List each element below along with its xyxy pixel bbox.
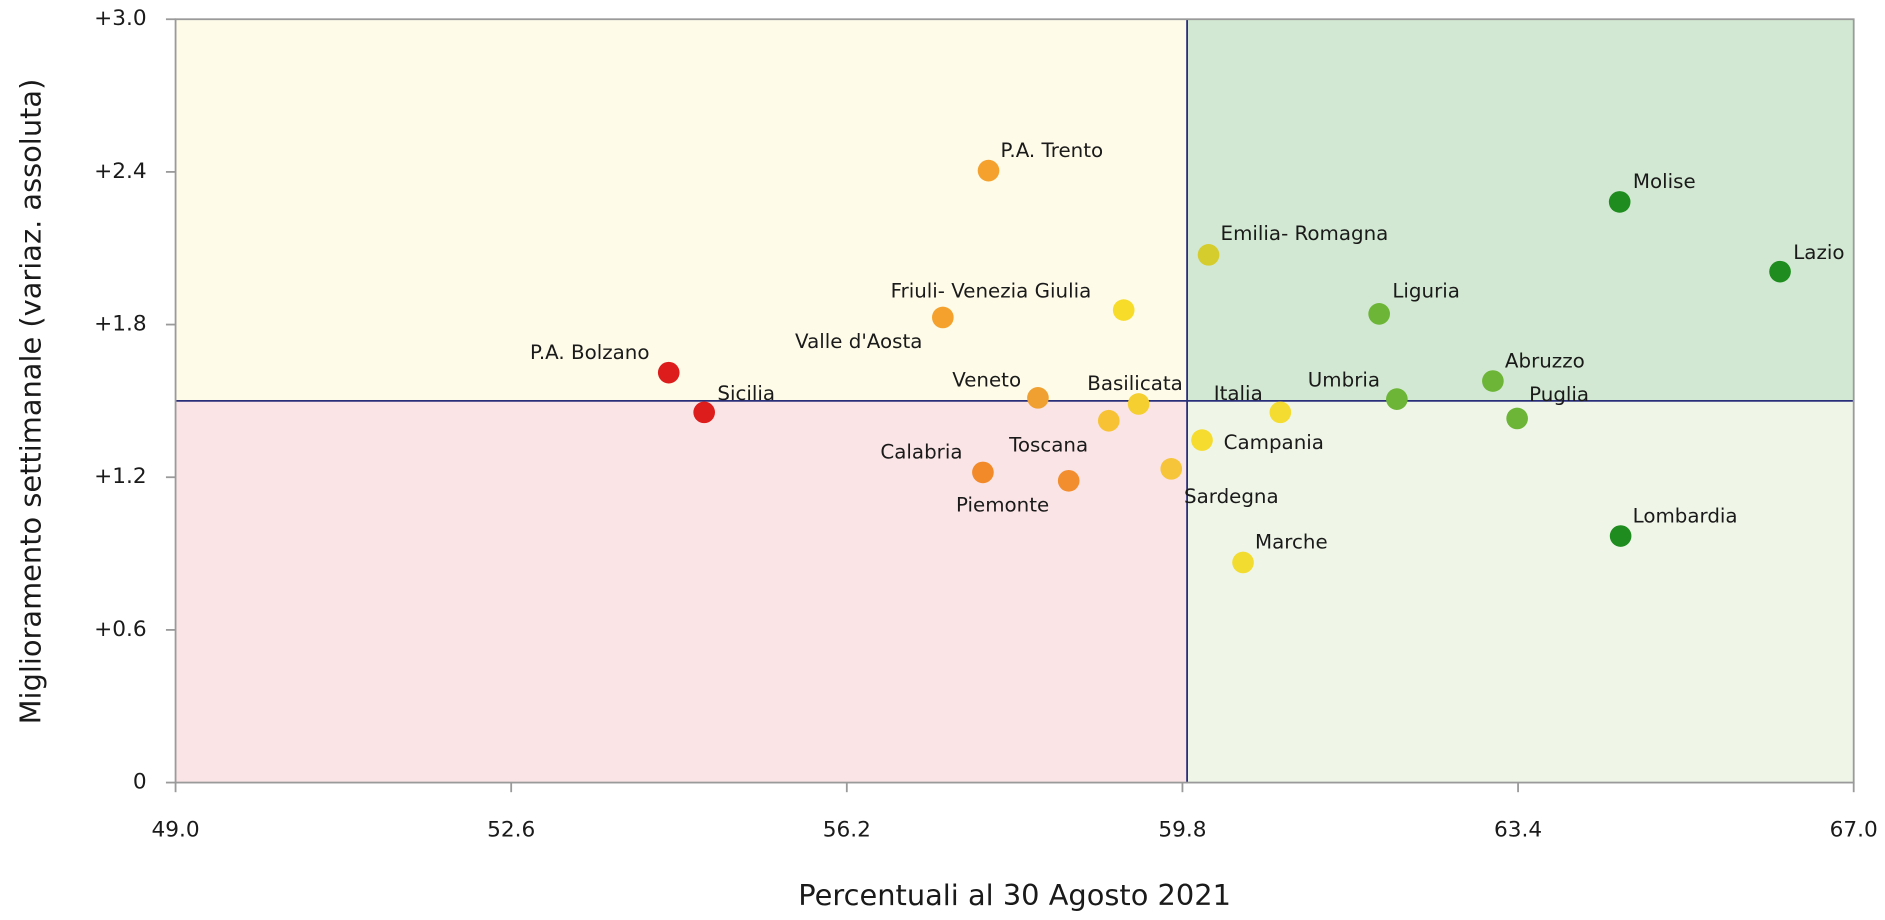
point <box>1127 393 1150 415</box>
point-label: Friuli- Venezia Giulia <box>891 280 1092 303</box>
point-label: Valle d'Aosta <box>795 330 922 353</box>
x-axis-title: Percentuali al 30 Agosto 2021 <box>798 878 1231 912</box>
point-label: Veneto <box>952 369 1021 392</box>
point <box>1609 525 1632 547</box>
point-label: P.A. Bolzano <box>530 341 650 364</box>
point <box>1769 260 1791 283</box>
point-label: Sicilia <box>717 382 775 405</box>
point <box>657 361 680 384</box>
x-tick-label: 56.2 <box>823 818 871 843</box>
y-tick-label: +1.8 <box>94 312 147 337</box>
y-tick-label: +3.0 <box>94 6 147 31</box>
y-tick-label: +1.2 <box>94 464 147 489</box>
point <box>1506 407 1528 430</box>
x-tick-label: 59.8 <box>1158 818 1206 843</box>
point-label: Liguria <box>1392 280 1460 303</box>
point-label: Molise <box>1633 170 1696 193</box>
plot-frame <box>174 18 1855 784</box>
point <box>1368 303 1390 325</box>
point-label: Lazio <box>1793 241 1844 264</box>
point-label: Campania <box>1224 431 1324 454</box>
point <box>972 461 994 484</box>
point <box>1197 244 1220 266</box>
point-label: Emilia- Romagna <box>1221 222 1389 245</box>
point-label: Toscana <box>1008 433 1088 456</box>
point <box>693 401 715 424</box>
point-label: Abruzzo <box>1505 349 1585 372</box>
point <box>1191 429 1213 451</box>
quadrant <box>175 19 1188 401</box>
quadrant <box>175 400 1188 783</box>
point-label: Marche <box>1255 531 1328 554</box>
x-tick-label: 63.4 <box>1494 818 1542 843</box>
point-label: Sardegna <box>1184 485 1279 508</box>
point-label: Calabria <box>880 441 962 464</box>
quadrant <box>1187 19 1854 401</box>
point <box>1386 388 1408 410</box>
point-label: P.A. Trento <box>1001 139 1104 162</box>
point-label: Umbria <box>1308 369 1380 392</box>
point-label: Italia <box>1214 382 1263 405</box>
y-tick-label: +2.4 <box>94 159 147 184</box>
point <box>1057 469 1080 492</box>
x-tick-label: 67.0 <box>1830 818 1878 843</box>
y-tick-label: +0.6 <box>94 617 147 642</box>
point-label: Basilicata <box>1087 372 1183 395</box>
point <box>1160 458 1183 480</box>
point-label: Puglia <box>1529 383 1589 406</box>
point <box>1027 387 1049 409</box>
point <box>1097 409 1120 432</box>
x-tick-label: 52.6 <box>487 818 535 843</box>
point <box>1112 299 1135 321</box>
point <box>1608 191 1631 213</box>
y-tick-label: 0 <box>133 770 147 795</box>
point <box>932 306 954 329</box>
point-label: Piemonte <box>956 494 1049 517</box>
point-label: Lombardia <box>1633 504 1738 527</box>
point <box>977 159 1000 182</box>
y-axis-title: Miglioramento settimanale (variaz. assol… <box>14 79 48 725</box>
x-tick-label: 49.0 <box>151 818 199 843</box>
point <box>1232 551 1254 574</box>
point <box>1269 401 1292 424</box>
point <box>1482 370 1504 392</box>
quadrant <box>1187 400 1854 783</box>
